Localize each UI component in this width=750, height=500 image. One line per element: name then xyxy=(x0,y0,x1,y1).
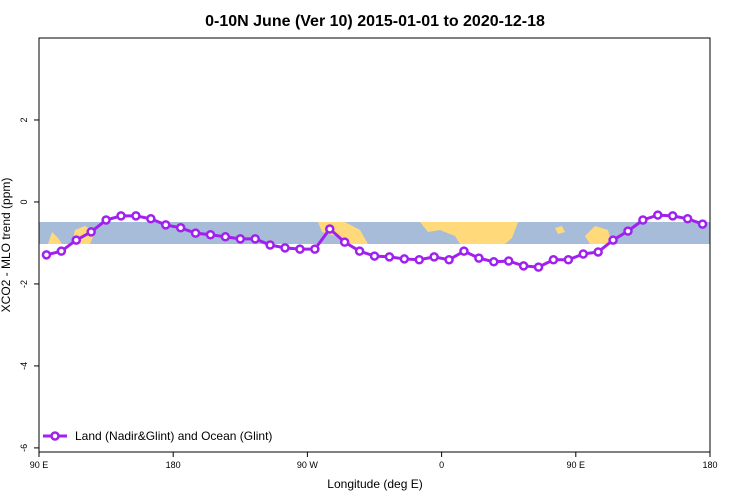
point xyxy=(384,252,395,262)
point xyxy=(295,244,305,254)
legend-label: Land (Nadir&Glint) and Ocean (Glint) xyxy=(75,429,272,443)
x-tick-label: 90 E xyxy=(30,460,49,470)
point xyxy=(578,249,589,259)
point xyxy=(548,255,559,265)
point xyxy=(638,215,648,225)
point xyxy=(503,256,514,266)
point xyxy=(533,262,544,272)
point xyxy=(623,226,633,236)
point xyxy=(41,250,52,260)
point xyxy=(399,254,410,264)
point xyxy=(444,255,454,265)
point xyxy=(369,251,380,261)
point xyxy=(474,253,484,263)
point xyxy=(175,223,186,233)
point xyxy=(653,210,663,220)
point xyxy=(339,237,350,247)
point xyxy=(697,219,708,229)
point xyxy=(280,243,290,253)
point xyxy=(325,224,335,234)
point xyxy=(146,214,156,224)
x-axis-label: Longitude (deg E) xyxy=(327,477,422,491)
legend-marker xyxy=(50,431,60,441)
point xyxy=(518,261,529,271)
point xyxy=(608,235,618,245)
point xyxy=(86,227,96,237)
point xyxy=(160,220,171,230)
x-tick-label: 0 xyxy=(439,460,444,470)
point xyxy=(101,215,111,225)
x-tick-label: 90 W xyxy=(297,460,319,470)
point xyxy=(116,211,126,221)
x-tick-label: 180 xyxy=(702,460,717,470)
y-tick-label: 2 xyxy=(19,117,29,122)
point xyxy=(220,232,231,242)
x-tick-label: 90 E xyxy=(567,460,586,470)
point xyxy=(354,246,365,256)
point xyxy=(459,246,469,256)
y-tick-label: -2 xyxy=(19,280,29,288)
point xyxy=(593,247,603,257)
point xyxy=(310,244,320,254)
point xyxy=(489,257,499,267)
plot-frame xyxy=(38,37,711,453)
point xyxy=(682,214,693,224)
y-tick-label: -6 xyxy=(19,444,29,452)
point xyxy=(667,211,678,221)
chart-title: 0-10N June (Ver 10) 2015-01-01 to 2020-1… xyxy=(205,13,545,30)
x-tick-label: 180 xyxy=(166,460,181,470)
point xyxy=(190,228,201,238)
point xyxy=(414,255,424,265)
point xyxy=(205,230,216,240)
y-tick-label: 0 xyxy=(19,199,29,204)
y-tick-label: -4 xyxy=(19,362,29,370)
point xyxy=(250,234,260,244)
point xyxy=(56,246,67,256)
map-strip xyxy=(39,222,710,244)
point xyxy=(235,234,246,244)
point xyxy=(563,255,574,265)
point xyxy=(429,252,439,262)
point xyxy=(131,211,141,221)
point xyxy=(265,240,275,250)
point xyxy=(71,235,82,245)
y-axis-label: XCO2 - MLO trend (ppm) xyxy=(0,178,13,313)
